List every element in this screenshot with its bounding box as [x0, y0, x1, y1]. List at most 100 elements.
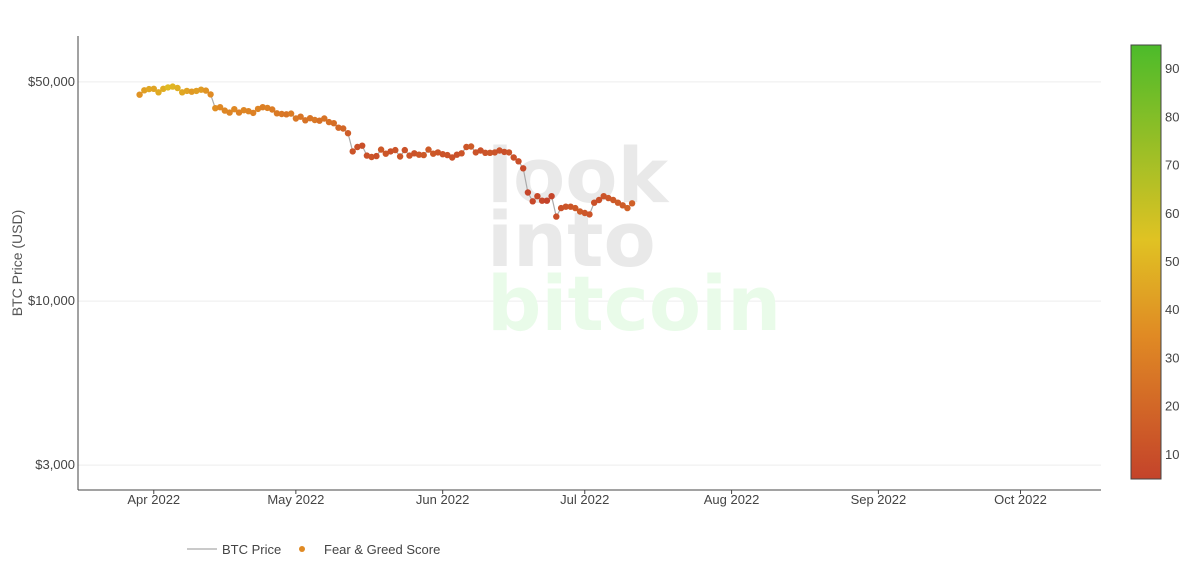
- colorbar-tick-label: 70: [1165, 158, 1179, 173]
- fear-greed-point: [287, 110, 295, 117]
- fear-greed-point: [486, 149, 494, 156]
- fear-greed-point: [562, 203, 569, 210]
- x-tick-label: Apr 2022: [127, 492, 180, 507]
- colorbar-tick-label: 60: [1165, 206, 1179, 221]
- fear-greed-point: [283, 111, 290, 118]
- fear-greed-point: [401, 146, 408, 154]
- gridlines: [78, 81, 1101, 466]
- fear-greed-point: [368, 153, 375, 161]
- fear-greed-point: [321, 115, 328, 122]
- fear-greed-point: [534, 193, 541, 200]
- fear-greed-point: [269, 106, 276, 113]
- watermark-bitcoin: bitcoin: [487, 259, 781, 348]
- fear-greed-point: [420, 151, 427, 159]
- colorbar-tick-label: 90: [1165, 61, 1179, 76]
- fear-greed-point: [425, 146, 432, 153]
- colorbar-tick-label: 50: [1165, 254, 1179, 269]
- fear-greed-point: [316, 117, 323, 124]
- fear-greed-point: [250, 109, 257, 117]
- fear-greed-point: [458, 150, 465, 157]
- fear-greed-point: [340, 125, 347, 132]
- legend-price-label: BTC Price: [222, 542, 281, 557]
- fear-greed-point: [586, 211, 593, 218]
- colorbar: 90 80 70 60 50 40 30 20 10: [1130, 44, 1179, 480]
- fear-greed-markers: [136, 83, 636, 220]
- fear-greed-point: [344, 130, 352, 137]
- fear-greed-point: [538, 197, 546, 204]
- fear-greed-point: [278, 110, 285, 118]
- fear-greed-point: [354, 143, 361, 151]
- colorbar-tick-label: 20: [1165, 399, 1179, 414]
- fear-greed-point: [330, 120, 337, 127]
- fear-greed-point: [624, 204, 631, 212]
- fear-greed-point: [392, 146, 399, 154]
- fear-greed-point: [520, 165, 527, 172]
- fear-greed-point: [221, 107, 228, 114]
- fear-greed-point: [510, 154, 517, 161]
- fear-greed-point: [302, 117, 309, 124]
- fear-greed-point: [515, 158, 522, 165]
- fear-greed-point: [543, 197, 551, 204]
- fear-greed-point: [207, 91, 214, 98]
- fear-greed-point: [595, 196, 603, 204]
- y-axis-title: BTC Price (USD): [9, 210, 25, 317]
- colorbar-tick-label: 80: [1165, 109, 1179, 124]
- fear-greed-point: [164, 84, 172, 91]
- fear-greed-point: [188, 88, 195, 95]
- fear-greed-point: [496, 147, 503, 154]
- fear-greed-point: [524, 189, 532, 196]
- fear-greed-point: [273, 110, 281, 117]
- fear-greed-point: [169, 83, 176, 90]
- y-tick-label: $50,000: [28, 74, 75, 89]
- fear-greed-point: [335, 124, 342, 131]
- fear-greed-point: [325, 118, 333, 126]
- fear-greed-point: [226, 109, 233, 116]
- x-tick-label: Jun 2022: [416, 492, 470, 507]
- fear-greed-point: [406, 152, 413, 159]
- legend: BTC Price Fear & Greed Score: [187, 542, 440, 557]
- fear-greed-point: [235, 109, 243, 116]
- fear-greed-point: [311, 116, 318, 124]
- legend-fg-label: Fear & Greed Score: [324, 542, 440, 557]
- fear-greed-point: [373, 152, 380, 160]
- fear-greed-point: [444, 151, 451, 159]
- fear-greed-point: [216, 104, 224, 111]
- colorbar-tick-label: 10: [1165, 447, 1179, 462]
- fear-greed-point: [150, 85, 157, 93]
- fear-greed-point: [572, 204, 579, 212]
- fear-greed-point: [553, 213, 560, 220]
- fear-greed-point: [382, 150, 389, 157]
- fear-greed-point: [576, 208, 584, 215]
- fear-greed-point: [259, 104, 266, 111]
- fear-greed-point: [155, 89, 162, 96]
- fear-greed-point: [349, 148, 356, 155]
- x-tick-label: Jul 2022: [560, 492, 609, 507]
- x-tick-label: Aug 2022: [704, 492, 760, 507]
- fear-greed-point: [605, 194, 612, 202]
- fear-greed-point: [463, 143, 470, 151]
- fear-greed-point: [212, 105, 219, 112]
- fear-greed-point: [197, 86, 205, 93]
- watermark-look: look: [487, 131, 669, 220]
- fear-greed-point: [202, 87, 210, 94]
- fear-greed-point: [614, 199, 622, 206]
- fear-greed-point: [591, 199, 598, 206]
- fear-greed-point: [467, 143, 475, 150]
- fear-greed-point: [529, 198, 536, 205]
- fear-greed-point: [145, 85, 153, 93]
- fear-greed-point: [501, 148, 508, 156]
- fear-greed-point: [482, 149, 489, 156]
- y-tick-labels: $50,000 $10,000 $3,000: [28, 74, 75, 472]
- legend-fg-swatch: [299, 546, 305, 552]
- fear-greed-point: [472, 149, 479, 156]
- fear-greed-point: [415, 151, 423, 158]
- colorbar-ticks: 90 80 70 60 50 40 30 20 10: [1165, 61, 1179, 462]
- fear-greed-point: [619, 202, 626, 209]
- y-tick-label: $3,000: [35, 457, 75, 472]
- fear-greed-point: [297, 113, 304, 120]
- fear-greed-point: [174, 84, 181, 92]
- fear-greed-point: [505, 149, 513, 156]
- fear-greed-point: [396, 153, 404, 160]
- fear-greed-point: [136, 91, 143, 98]
